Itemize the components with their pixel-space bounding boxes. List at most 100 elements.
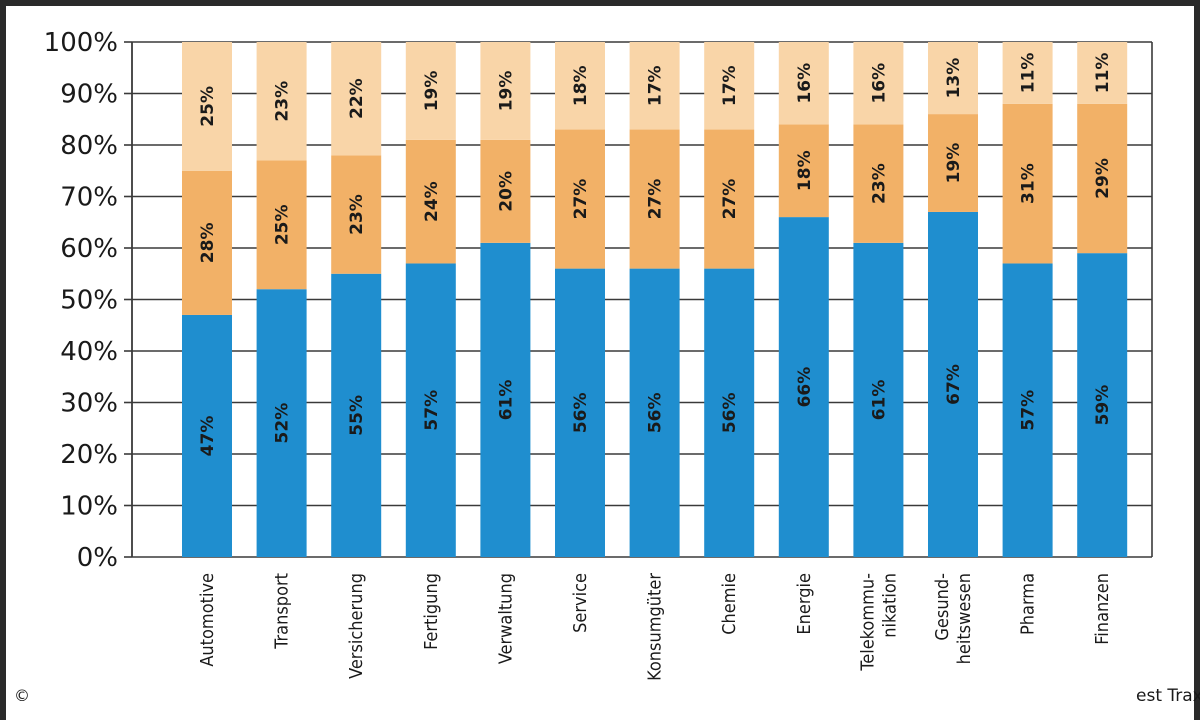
segment-value-label: 18% bbox=[795, 150, 815, 191]
x-category-label-line: heitswesen bbox=[954, 573, 975, 664]
bar-segment-service-2 bbox=[555, 42, 605, 130]
y-tick-label: 30% bbox=[60, 389, 118, 419]
y-tick-label: 70% bbox=[60, 183, 118, 213]
segment-value-label: 55% bbox=[347, 395, 367, 436]
y-tick-label: 20% bbox=[60, 440, 118, 470]
bars bbox=[182, 42, 1128, 557]
segment-value-label: 61% bbox=[869, 380, 889, 421]
segment-value-label: 19% bbox=[944, 143, 964, 184]
x-category-label: Verwaltung bbox=[495, 573, 516, 664]
y-tick-label: 100% bbox=[44, 28, 118, 58]
axes bbox=[124, 41, 1153, 558]
y-tick-label: 90% bbox=[60, 80, 118, 110]
bar-segment-pharma-2 bbox=[1002, 42, 1053, 104]
bar-segment-telekommunikation-1 bbox=[853, 124, 904, 243]
x-category-label-line: Transport bbox=[272, 573, 293, 650]
segment-value-label: 23% bbox=[869, 163, 889, 204]
bar-segment-transport-2 bbox=[256, 42, 307, 161]
x-category-label-line: Versicherung bbox=[346, 573, 367, 679]
bar-segment-konsumgüter-2 bbox=[629, 42, 680, 130]
y-tick-labels: 0% 10% 20% 30% 40% 50% 60% 70% 80% 90% 100% bbox=[44, 28, 118, 573]
segment-value-label: 27% bbox=[646, 179, 666, 220]
bar-segment-konsumgüter-1 bbox=[629, 129, 680, 269]
bar-segment-automotive-1 bbox=[182, 170, 232, 315]
bar-segment-gesundheitswesen-0 bbox=[928, 211, 978, 557]
bar-segment-fertigung-1 bbox=[405, 139, 456, 264]
bar-segment-automotive-0 bbox=[182, 314, 232, 557]
segment-value-label: 59% bbox=[1093, 385, 1113, 426]
segment-value-label: 29% bbox=[1093, 158, 1113, 199]
bar-segment-service-1 bbox=[555, 129, 605, 269]
x-category-label-line: Telekommu- bbox=[857, 573, 878, 672]
segment-value-label: 57% bbox=[1019, 390, 1039, 431]
copyright-symbol: © bbox=[12, 686, 32, 706]
y-tick-label: 60% bbox=[60, 234, 118, 264]
x-category-label: Gesund-heitswesen bbox=[932, 573, 975, 665]
x-category-label-line: Service bbox=[570, 573, 591, 633]
bar-segment-gesundheitswesen-2 bbox=[928, 42, 978, 115]
x-category-label: Automotive bbox=[197, 573, 218, 667]
segment-value-label: 57% bbox=[422, 390, 442, 431]
x-category-label: Finanzen bbox=[1092, 573, 1113, 645]
bar-segment-telekommunikation-2 bbox=[853, 42, 904, 125]
segment-value-label: 17% bbox=[646, 65, 666, 106]
segment-value-label: 47% bbox=[198, 416, 218, 457]
x-category-label-line: Fertigung bbox=[421, 573, 442, 650]
segment-value-label: 61% bbox=[496, 380, 516, 421]
bar-segment-versicherung-0 bbox=[331, 273, 382, 557]
segment-value-label: 22% bbox=[347, 78, 367, 119]
y-tick-label: 10% bbox=[60, 492, 118, 522]
segment-value-label: 11% bbox=[1093, 53, 1113, 94]
bar-segment-fertigung-0 bbox=[405, 263, 456, 557]
bar-segment-transport-0 bbox=[256, 289, 307, 557]
segment-value-label: 17% bbox=[720, 65, 740, 106]
x-category-label-line: Pharma bbox=[1018, 573, 1039, 635]
bar-segment-finanzen-1 bbox=[1077, 103, 1128, 254]
y-tick-label: 0% bbox=[77, 543, 118, 573]
segment-value-label: 11% bbox=[1019, 53, 1039, 94]
segment-value-label: 24% bbox=[422, 181, 442, 222]
segment-value-label: 25% bbox=[198, 86, 218, 127]
bar-segment-automotive-2 bbox=[182, 42, 232, 171]
bar-segment-telekommunikation-0 bbox=[853, 242, 904, 557]
bar-segment-pharma-0 bbox=[1002, 263, 1053, 557]
x-category-label: Pharma bbox=[1018, 573, 1039, 635]
y-tick-label: 40% bbox=[60, 337, 118, 367]
segment-value-label: 27% bbox=[720, 179, 740, 220]
segment-value-label: 16% bbox=[869, 63, 889, 104]
bar-segment-finanzen-2 bbox=[1077, 42, 1128, 104]
bar-segment-chemie-2 bbox=[704, 42, 755, 130]
segment-value-label: 56% bbox=[646, 392, 666, 433]
y-tick-label: 50% bbox=[60, 286, 118, 316]
x-category-label: Fertigung bbox=[421, 573, 442, 650]
bar-segment-versicherung-2 bbox=[331, 42, 382, 156]
bar-segment-gesundheitswesen-1 bbox=[928, 114, 978, 212]
bar-segment-verwaltung-0 bbox=[480, 242, 531, 557]
bar-segment-verwaltung-1 bbox=[480, 139, 531, 243]
segment-labels: 47% 28% 25% 52% 25% 23% 55% 23% 22% 57% 24% 19% 61% 2… bbox=[198, 53, 1113, 457]
bar-segment-transport-1 bbox=[256, 160, 307, 290]
bar-segment-service-0 bbox=[555, 268, 605, 557]
bar-segment-chemie-1 bbox=[704, 129, 755, 269]
bar-segment-energie-2 bbox=[778, 42, 829, 125]
segment-value-label: 67% bbox=[944, 364, 964, 405]
segment-value-label: 19% bbox=[422, 71, 442, 112]
segment-value-label: 28% bbox=[198, 222, 218, 263]
bar-segment-finanzen-0 bbox=[1077, 253, 1128, 557]
y-tick-label: 80% bbox=[60, 131, 118, 161]
segment-value-label: 56% bbox=[571, 392, 591, 433]
bar-segment-konsumgüter-0 bbox=[629, 268, 680, 557]
x-category-label: Chemie bbox=[719, 573, 740, 635]
x-category-label: Energie bbox=[794, 573, 815, 635]
x-category-label-line: Chemie bbox=[719, 573, 740, 635]
segment-value-label: 27% bbox=[571, 179, 591, 220]
segment-value-label: 31% bbox=[1019, 163, 1039, 204]
bar-segment-verwaltung-2 bbox=[480, 42, 531, 140]
x-category-label-line: Finanzen bbox=[1092, 573, 1113, 645]
segment-value-label: 13% bbox=[944, 58, 964, 99]
bar-segment-versicherung-1 bbox=[331, 155, 382, 274]
bar-segment-fertigung-2 bbox=[405, 42, 456, 140]
bar-segment-energie-0 bbox=[778, 217, 829, 557]
segment-value-label: 16% bbox=[795, 63, 815, 104]
